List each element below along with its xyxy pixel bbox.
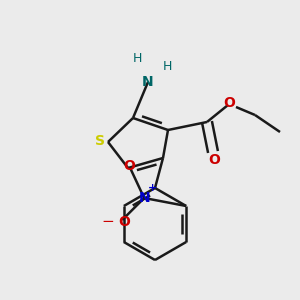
Text: O: O [118,215,130,229]
Text: O: O [123,159,135,173]
Text: +: + [148,183,157,193]
Text: S: S [95,134,105,148]
Text: N: N [142,75,154,89]
Text: N: N [138,191,150,205]
Text: O: O [208,153,220,167]
Text: H: H [132,52,142,64]
Text: O: O [223,96,235,110]
Text: −: − [102,214,115,230]
Text: H: H [162,59,172,73]
